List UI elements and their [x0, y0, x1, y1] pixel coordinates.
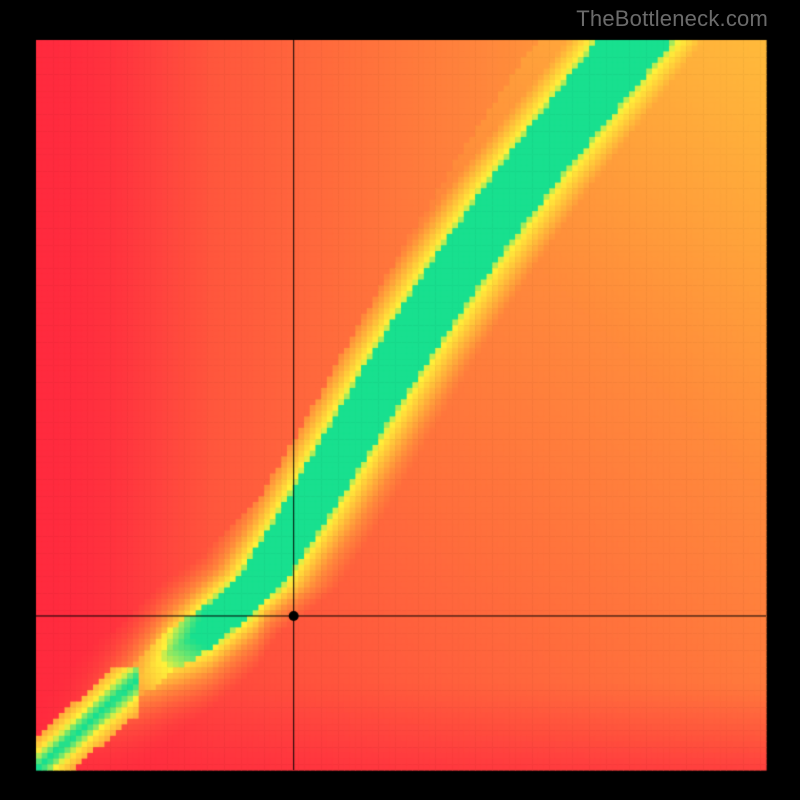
chart-container: TheBottleneck.com	[0, 0, 800, 800]
watermark: TheBottleneck.com	[576, 6, 768, 32]
bottleneck-heatmap	[0, 0, 800, 800]
